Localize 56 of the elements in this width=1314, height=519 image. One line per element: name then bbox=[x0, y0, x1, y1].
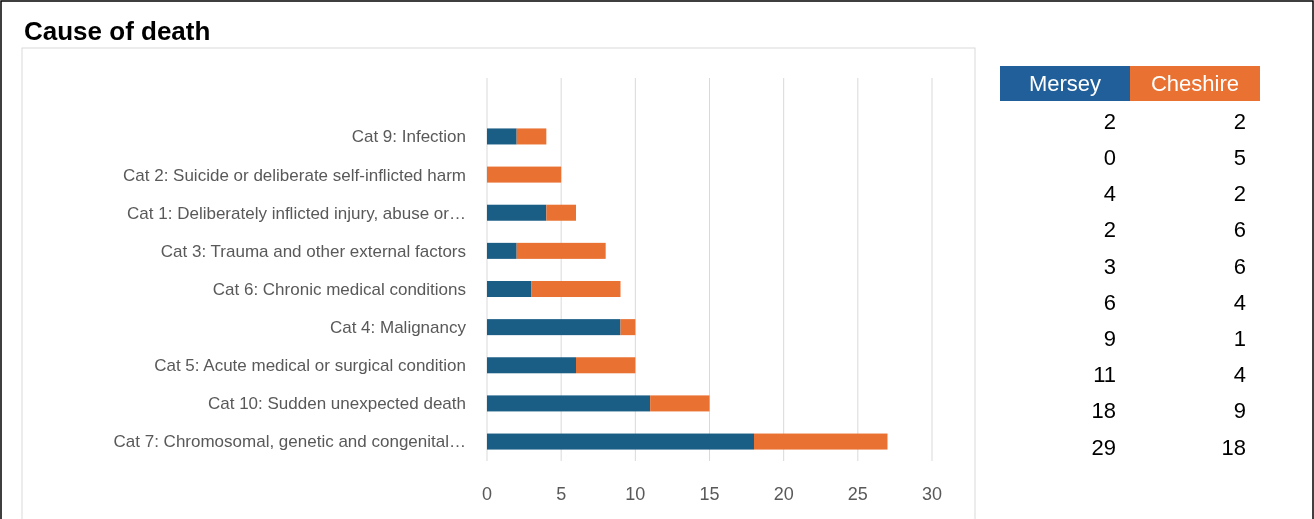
bar bbox=[487, 357, 576, 374]
text: 6 bbox=[1233, 217, 1246, 243]
text: 0 bbox=[1103, 144, 1116, 170]
y-tick-label: Cat 6: Chronic medical conditions bbox=[212, 279, 466, 299]
y-tick-label: Cat 1: Deliberately inflicted injury, abuse or… bbox=[127, 203, 466, 223]
text: 4 bbox=[1103, 181, 1116, 207]
bar bbox=[576, 357, 636, 374]
y-tick-label: Cat 10: Sudden unexpected death bbox=[207, 394, 466, 414]
text: 6 bbox=[1233, 253, 1246, 279]
x-tick-label: 20 bbox=[773, 484, 794, 504]
y-tick-label: Cat 2: Suicide or deliberate self-inflicted harm bbox=[123, 165, 466, 185]
category-label: Cheshire bbox=[1150, 71, 1240, 97]
text: 18 bbox=[1221, 434, 1246, 460]
x-tick-label: 0 bbox=[481, 484, 493, 504]
text: 6 bbox=[1103, 289, 1116, 315]
text: 2 bbox=[1103, 217, 1116, 243]
y-tick-label: Cat 4: Malignancy bbox=[329, 318, 467, 338]
text: 9 bbox=[1233, 398, 1246, 424]
bar bbox=[487, 242, 517, 259]
x-tick-label: 30 bbox=[921, 484, 943, 504]
text: 2 bbox=[1233, 181, 1246, 207]
y-tick-label: Cat 7: Chromosomal, genetic and congenital… bbox=[113, 432, 466, 452]
bar bbox=[516, 128, 547, 145]
text: 3 bbox=[1103, 253, 1116, 279]
text: 2 bbox=[1103, 108, 1116, 134]
text: 2 bbox=[1233, 108, 1246, 134]
bar bbox=[487, 395, 651, 412]
text: Cause of death bbox=[24, 16, 211, 46]
bar bbox=[487, 128, 517, 145]
x-tick-label: 5 bbox=[556, 484, 567, 504]
text: 5 bbox=[1233, 144, 1246, 170]
text: 11 bbox=[1093, 362, 1116, 388]
text: 29 bbox=[1091, 434, 1116, 460]
x-tick-label: 25 bbox=[847, 484, 868, 504]
bar bbox=[487, 319, 621, 336]
text: 4 bbox=[1233, 289, 1246, 315]
y-tick-label: Cat 3: Trauma and other external factors bbox=[160, 241, 466, 261]
bar bbox=[620, 319, 636, 336]
x-tick-label: 10 bbox=[625, 484, 646, 504]
text: 18 bbox=[1091, 398, 1116, 424]
bar bbox=[487, 166, 562, 183]
bar bbox=[487, 280, 532, 298]
x-tick-label: 15 bbox=[699, 484, 720, 504]
bar bbox=[754, 433, 888, 450]
bar bbox=[531, 280, 621, 298]
y-tick-label: Cat 9: Infection bbox=[351, 127, 466, 147]
text: 1 bbox=[1233, 325, 1246, 351]
bar bbox=[650, 395, 710, 412]
text: 9 bbox=[1103, 325, 1116, 351]
bar bbox=[516, 242, 606, 259]
bar bbox=[487, 433, 754, 450]
text: 4 bbox=[1233, 362, 1246, 388]
y-tick-label: Cat 5: Acute medical or surgical condition bbox=[154, 356, 466, 376]
bar bbox=[546, 204, 576, 221]
bar bbox=[487, 204, 547, 221]
category-label: Mersey bbox=[1028, 71, 1102, 97]
